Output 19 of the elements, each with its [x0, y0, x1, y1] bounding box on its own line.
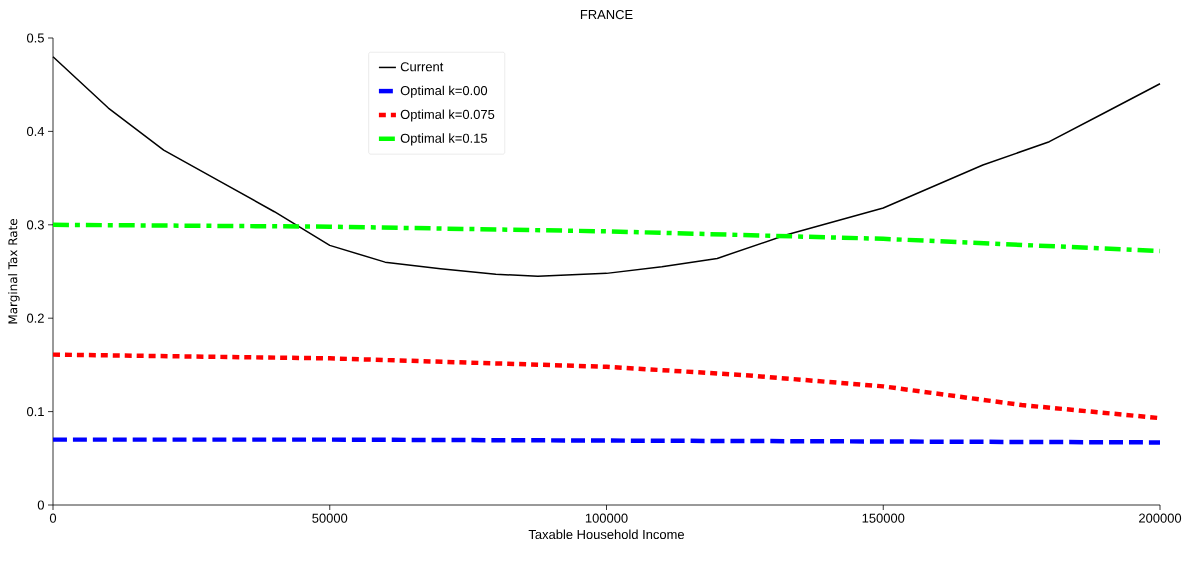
y-axis-title: Marginal Tax Rate — [8, 218, 20, 324]
y-tick-label: 0.1 — [26, 407, 44, 417]
chart-title: FRANCE — [580, 9, 633, 20]
y-tick-label: 0.5 — [26, 33, 44, 43]
y-tick-label: 0.3 — [26, 220, 44, 230]
legend-label: Optimal k=0.075 — [400, 109, 495, 122]
x-tick-label: 0 — [49, 513, 57, 523]
x-tick-label: 200000 — [1139, 513, 1182, 523]
x-tick-label: 50000 — [312, 513, 348, 523]
legend-label: Optimal k=0.15 — [400, 133, 488, 146]
legend-label: Current — [400, 62, 444, 72]
y-tick-label: 0.2 — [26, 313, 44, 323]
y-tick-label: 0.4 — [26, 126, 45, 136]
x-tick-label: 150000 — [862, 513, 905, 523]
legend-label: Optimal k=0.00 — [400, 85, 488, 98]
line-series — [50, 222, 1163, 254]
x-axis-title: Taxable Household Income — [528, 529, 684, 540]
y-tick-label: 0 — [37, 500, 44, 510]
x-tick-label: 100000 — [585, 513, 628, 523]
